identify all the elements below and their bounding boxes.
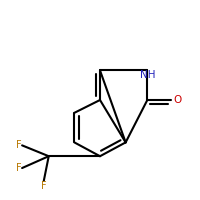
Text: F: F — [41, 181, 47, 191]
Text: F: F — [16, 163, 22, 173]
Text: O: O — [173, 95, 181, 105]
Text: F: F — [16, 140, 22, 150]
Text: NH: NH — [140, 70, 155, 80]
